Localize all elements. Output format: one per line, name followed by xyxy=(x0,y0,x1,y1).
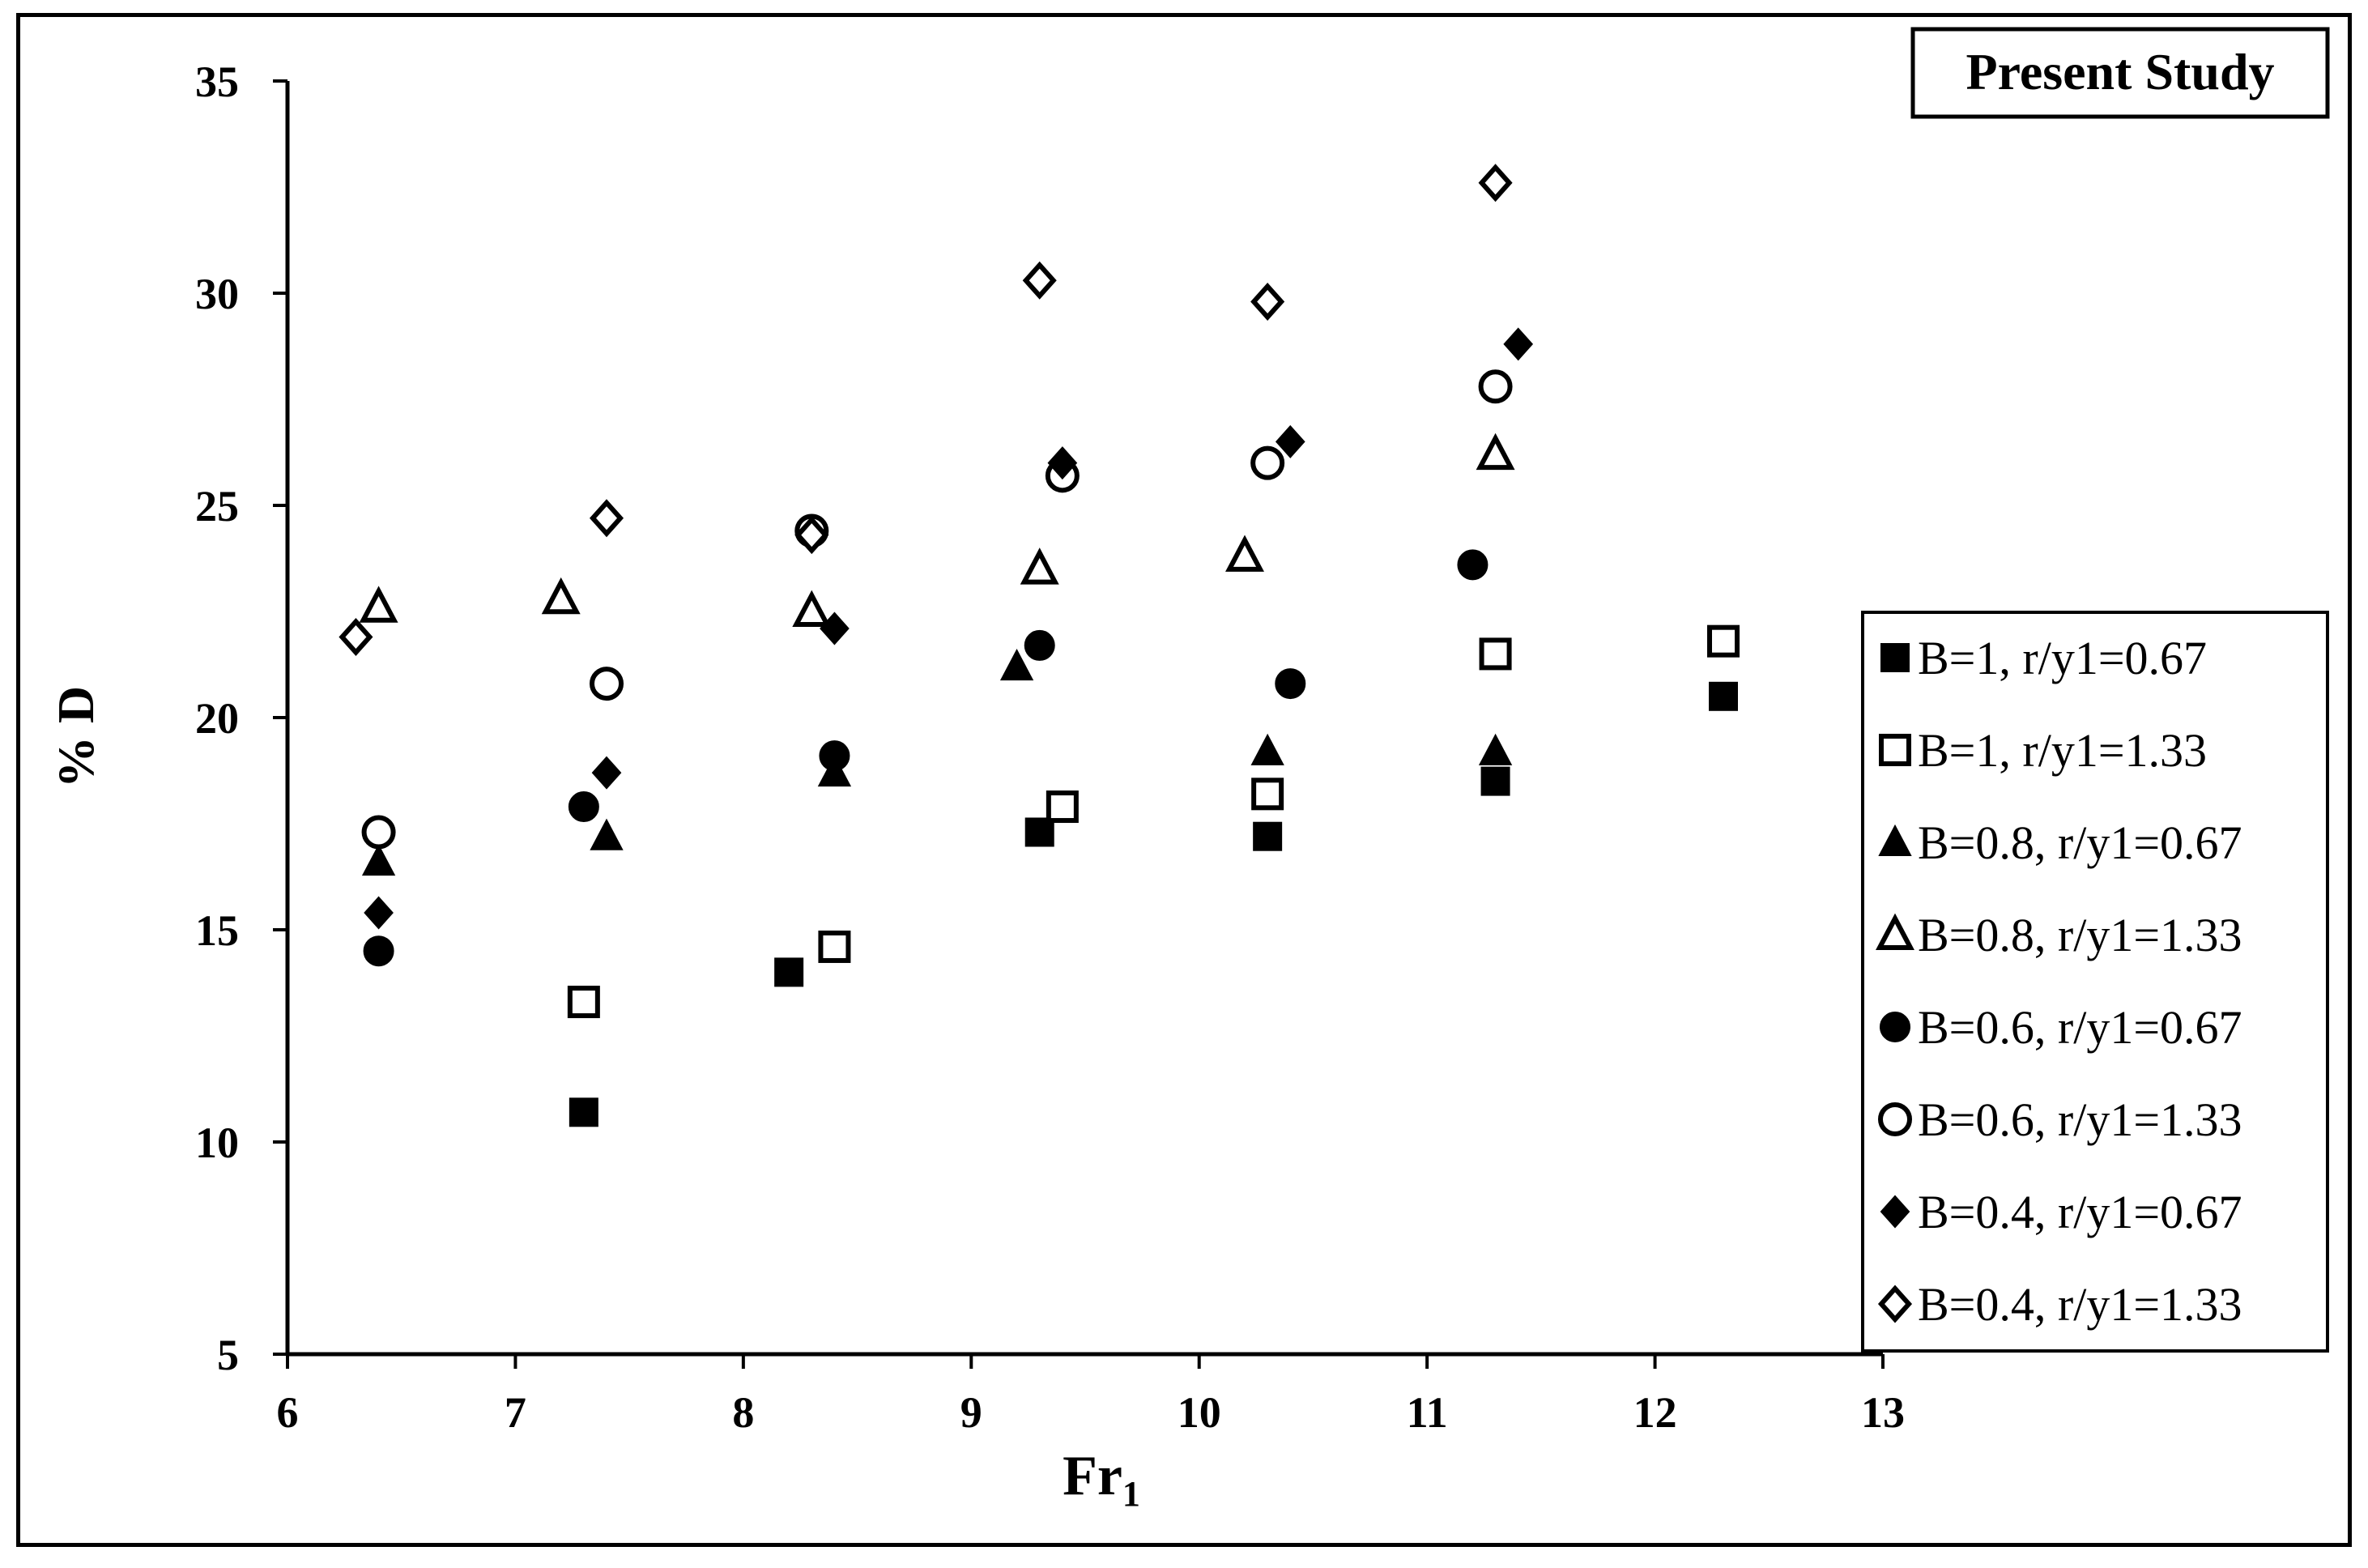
legend-square-marker xyxy=(1880,643,1910,672)
square-data-point xyxy=(1707,624,1740,658)
legend-entry-label: B=0.8, r/y1=1.33 xyxy=(1918,909,2242,961)
legend-circle-marker xyxy=(1880,1012,1910,1042)
circle-data-point xyxy=(1275,668,1306,700)
legend-circle-marker xyxy=(1878,1102,1912,1136)
circle-data-point xyxy=(361,815,396,850)
data-points xyxy=(339,164,1740,1127)
legend-diamond-marker xyxy=(1877,1285,1913,1323)
triangle-data-point xyxy=(1225,535,1264,572)
legend-entry-label: B=1, r/y1=1.33 xyxy=(1918,724,2207,777)
x-axis-label-subscript: 1 xyxy=(1122,1474,1140,1514)
diamond-data-point xyxy=(794,516,829,555)
diamond-data-point xyxy=(820,611,850,646)
square-data-point xyxy=(1251,778,1284,811)
diamond-data-point xyxy=(1275,424,1305,458)
legend-triangle-marker xyxy=(1878,824,1912,856)
x-tick-label: 11 xyxy=(1407,1388,1448,1437)
legend-diamond-marker xyxy=(1880,1195,1910,1229)
y-tick-label: 30 xyxy=(195,270,239,318)
diamond-data-point xyxy=(589,499,624,538)
legend-entry-label: B=0.6, r/y1=1.33 xyxy=(1918,1093,2242,1146)
triangle-data-point xyxy=(1478,733,1513,765)
circle-data-point xyxy=(1024,629,1055,661)
x-axis-label: Fr1 xyxy=(1063,1445,1140,1514)
diamond-data-point xyxy=(591,756,622,790)
triangle-data-point xyxy=(999,648,1034,681)
triangle-data-point xyxy=(541,577,581,615)
square-data-point xyxy=(818,930,851,963)
diamond-data-point xyxy=(1022,261,1057,300)
diamond-data-point xyxy=(364,896,394,930)
triangle-data-point xyxy=(1250,733,1284,765)
y-tick-label: 10 xyxy=(195,1118,239,1167)
legend-triangle-marker xyxy=(1876,913,1914,950)
circle-data-point xyxy=(568,791,599,823)
x-tick-label: 10 xyxy=(1178,1388,1221,1437)
x-tick-label: 12 xyxy=(1633,1388,1677,1437)
diamond-data-point xyxy=(1478,164,1513,202)
x-axis-label-main: Fr xyxy=(1063,1445,1122,1507)
square-data-point xyxy=(567,986,600,1019)
triangle-data-point xyxy=(361,844,396,876)
triangle-data-point xyxy=(792,590,832,627)
square-data-point xyxy=(1046,790,1079,824)
diamond-data-point xyxy=(1250,282,1285,321)
legend-square-marker xyxy=(1879,734,1911,766)
x-tick-label: 9 xyxy=(960,1388,982,1437)
square-data-point xyxy=(1709,681,1738,711)
x-tick-label: 7 xyxy=(505,1388,526,1437)
triangle-data-point xyxy=(1476,432,1515,471)
legend-entry-label: B=0.4, r/y1=1.33 xyxy=(1918,1278,2242,1331)
y-tick-label: 5 xyxy=(217,1331,239,1379)
diamond-data-point xyxy=(339,617,373,656)
legend: B=1, r/y1=0.67 B=1, r/y1=1.33 B=0.8, r/y1=… xyxy=(1861,611,2329,1353)
circle-data-point xyxy=(819,740,850,772)
axes xyxy=(285,81,1883,1357)
legend-entry-label: B=0.6, r/y1=0.67 xyxy=(1918,1001,2242,1054)
circle-data-point xyxy=(1250,445,1285,480)
y-tick-label: 25 xyxy=(195,482,239,530)
chart-title: Present Study xyxy=(1966,43,2274,100)
triangle-data-point xyxy=(590,818,624,850)
square-data-point xyxy=(1479,637,1512,671)
legend-entry-label: B=1, r/y1=0.67 xyxy=(1918,632,2207,684)
y-tick-label: 15 xyxy=(195,906,239,955)
circle-data-point xyxy=(1478,369,1513,404)
square-data-point xyxy=(1024,817,1054,847)
axis-ticks: 6 7 8 9 10 11 12 13 5 10 15 20 25 30 35 xyxy=(195,58,1905,1437)
circle-data-point xyxy=(590,667,624,701)
legend-entry-label: B=0.4, r/y1=0.67 xyxy=(1918,1186,2242,1238)
square-data-point xyxy=(1253,821,1283,851)
circle-data-point xyxy=(1457,549,1489,581)
y-tick-label: 20 xyxy=(195,694,239,743)
y-tick-label: 35 xyxy=(195,58,239,106)
square-data-point xyxy=(569,1097,598,1127)
square-data-point xyxy=(1480,766,1510,796)
figure-frame xyxy=(16,13,2352,1547)
x-tick-label: 13 xyxy=(1861,1388,1905,1437)
diamond-data-point xyxy=(1503,327,1534,361)
triangle-data-point xyxy=(1020,548,1059,585)
title-box: Present Study xyxy=(1910,27,2330,119)
square-data-point xyxy=(774,957,804,987)
y-axis-label: % D xyxy=(47,686,104,788)
circle-data-point xyxy=(363,935,394,967)
triangle-data-point xyxy=(359,586,398,623)
legend-entry-label: B=0.8, r/y1=0.67 xyxy=(1918,816,2242,869)
x-tick-label: 8 xyxy=(732,1388,754,1437)
diamond-data-point xyxy=(1047,446,1078,480)
x-tick-label: 6 xyxy=(277,1388,299,1437)
